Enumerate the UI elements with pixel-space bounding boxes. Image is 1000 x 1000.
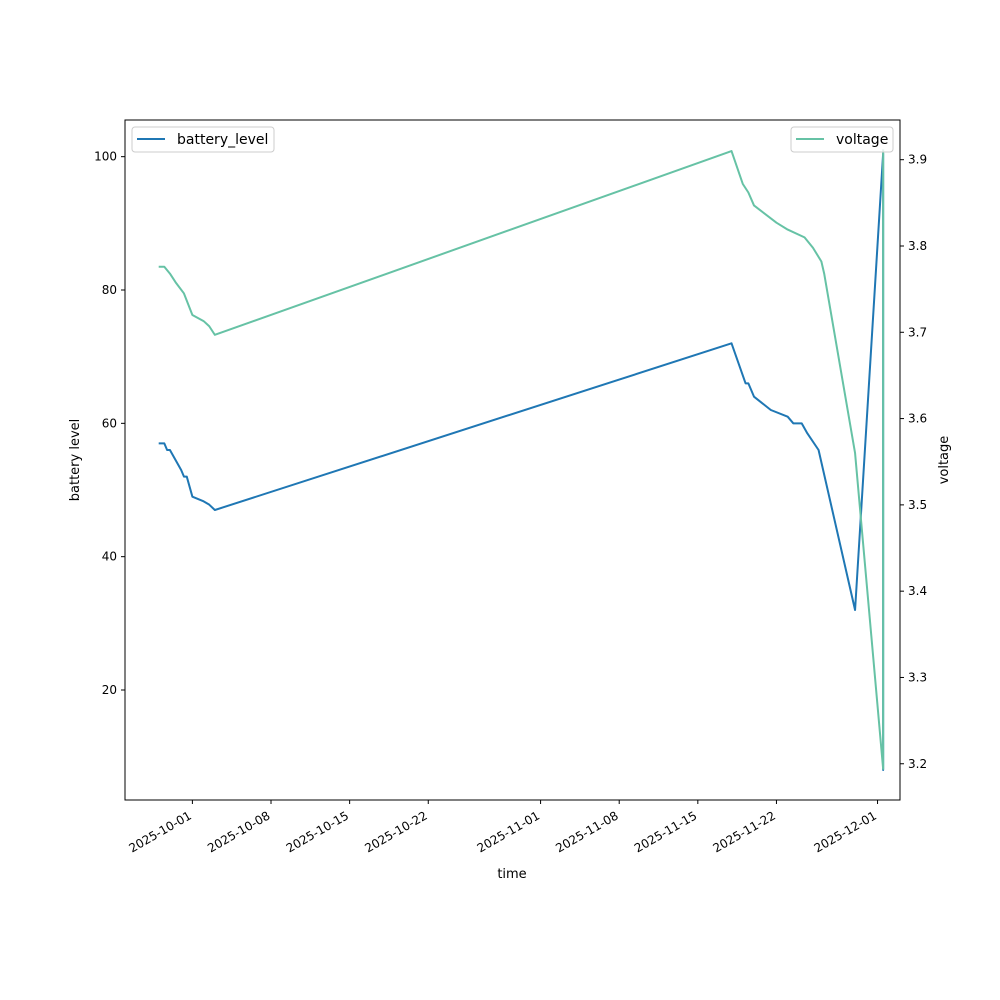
y-left-tick-label: 40: [102, 550, 117, 564]
y-right-tick-label: 3.5: [908, 498, 927, 512]
legend-label-battery-level: battery_level: [177, 132, 268, 148]
y-right-axis-label: voltage: [937, 436, 952, 485]
y-right-tick-label: 3.8: [908, 239, 927, 253]
x-axis-label: time: [497, 867, 526, 882]
y-left-ticks: 20 40 60 80 100: [94, 150, 125, 697]
y-left-tick-label: 80: [102, 283, 117, 297]
legend-battery-level: battery_level: [131, 126, 275, 153]
y-left-tick-label: 100: [94, 150, 117, 164]
y-left-axis-label: battery level: [68, 419, 83, 502]
y-left-tick-label: 60: [102, 416, 117, 430]
y-left-tick-label: 20: [102, 683, 117, 697]
y-right-tick-label: 3.9: [908, 153, 927, 167]
legend-box: [131, 126, 275, 153]
y-right-tick-label: 3.3: [908, 670, 927, 684]
y-right-tick-label: 3.2: [908, 757, 927, 771]
plot-frame: [124, 119, 901, 801]
series-layer: [158, 149, 885, 771]
legend-label-voltage: voltage: [836, 132, 888, 148]
y-right-ticks: 3.2 3.3 3.4 3.5 3.6 3.7 3.8 3.9: [900, 153, 927, 771]
y-right-tick-label: 3.6: [908, 412, 927, 426]
y-right-tick-label: 3.4: [908, 584, 927, 598]
series-line-battery-level: [158, 152, 885, 771]
legend-voltage: voltage: [790, 126, 894, 153]
y-right-tick-label: 3.7: [908, 325, 927, 339]
series-line-voltage: [158, 149, 885, 770]
legend-box: [790, 126, 894, 153]
